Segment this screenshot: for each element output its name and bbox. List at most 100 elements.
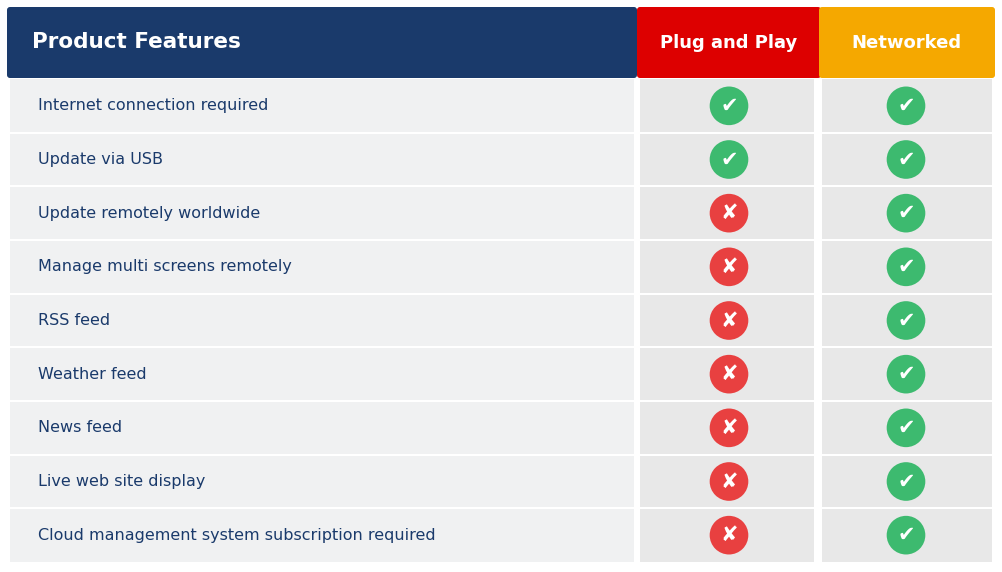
Bar [10,347,634,401]
Bar [640,346,814,348]
Text: ✔: ✔ [720,149,737,169]
Text: ✘: ✘ [720,203,737,223]
Text: ✔: ✔ [897,96,915,116]
Circle shape [709,140,748,179]
Bar [10,240,634,293]
Bar [10,346,634,348]
Text: ✘: ✘ [720,418,737,438]
Bar [640,293,814,295]
Bar [10,455,634,509]
Bar [10,239,634,241]
Bar [640,185,814,188]
Circle shape [887,408,925,447]
Circle shape [709,248,748,286]
Bar [10,293,634,295]
Bar [640,454,814,456]
Circle shape [709,301,748,340]
Text: Manage multi screens remotely: Manage multi screens remotely [38,259,292,275]
Bar [822,346,992,348]
Text: Product Features: Product Features [32,33,240,53]
Bar [640,239,814,241]
Bar [640,509,814,562]
Text: News feed: News feed [38,420,122,435]
Text: ✘: ✘ [720,257,737,277]
Text: ✔: ✔ [897,525,915,545]
Text: Weather feed: Weather feed [38,367,146,382]
Bar [822,293,992,295]
Bar [822,240,992,293]
Bar [822,186,992,240]
Text: ✘: ✘ [720,471,737,491]
Bar [640,507,814,509]
Bar [640,347,814,401]
Text: Cloud management system subscription required: Cloud management system subscription req… [38,527,436,543]
Circle shape [887,140,925,179]
Text: ✔: ✔ [720,96,737,116]
Bar [10,132,634,134]
Text: Internet connection required: Internet connection required [38,98,269,113]
Bar [640,400,814,402]
Bar [640,401,814,455]
Text: ✘: ✘ [720,311,737,331]
Bar [10,133,634,186]
Bar [640,79,814,133]
Bar [822,293,992,347]
Text: Update via USB: Update via USB [38,152,163,167]
Bar [10,509,634,562]
Bar [822,239,992,241]
Circle shape [887,355,925,394]
Text: ✘: ✘ [720,364,737,384]
Bar [822,401,992,455]
Bar [10,293,634,347]
Bar [640,455,814,509]
Bar [640,132,814,134]
Text: Plug and Play: Plug and Play [660,34,798,51]
Bar [10,400,634,402]
Bar [822,133,992,186]
Circle shape [887,462,925,501]
Bar [10,401,634,455]
Bar [640,293,814,347]
FancyBboxPatch shape [819,7,995,78]
Bar [640,186,814,240]
Bar [10,79,634,133]
Text: ✔: ✔ [897,471,915,491]
Circle shape [887,516,925,554]
Circle shape [709,86,748,125]
Circle shape [887,301,925,340]
Bar [10,507,634,509]
Text: ✔: ✔ [897,149,915,169]
Text: ✔: ✔ [897,203,915,223]
FancyBboxPatch shape [7,7,637,78]
Circle shape [709,355,748,394]
Bar [822,509,992,562]
Bar [822,507,992,509]
Text: ✘: ✘ [720,525,737,545]
Circle shape [887,248,925,286]
FancyBboxPatch shape [637,7,821,78]
Text: Live web site display: Live web site display [38,474,205,489]
Circle shape [887,86,925,125]
Bar [10,186,634,240]
Text: Networked: Networked [851,34,961,51]
Bar [822,455,992,509]
Text: ✔: ✔ [897,364,915,384]
Text: RSS feed: RSS feed [38,313,110,328]
Text: Update remotely worldwide: Update remotely worldwide [38,206,261,221]
Circle shape [709,462,748,501]
Bar [640,240,814,293]
Bar [822,454,992,456]
Text: ✔: ✔ [897,257,915,277]
Circle shape [887,194,925,232]
Text: ✔: ✔ [897,418,915,438]
Bar [822,400,992,402]
Circle shape [709,516,748,554]
Bar [822,347,992,401]
Bar [10,454,634,456]
Circle shape [709,194,748,232]
Bar [822,185,992,188]
Bar [822,79,992,133]
Bar [10,185,634,188]
Circle shape [709,408,748,447]
Bar [822,132,992,134]
